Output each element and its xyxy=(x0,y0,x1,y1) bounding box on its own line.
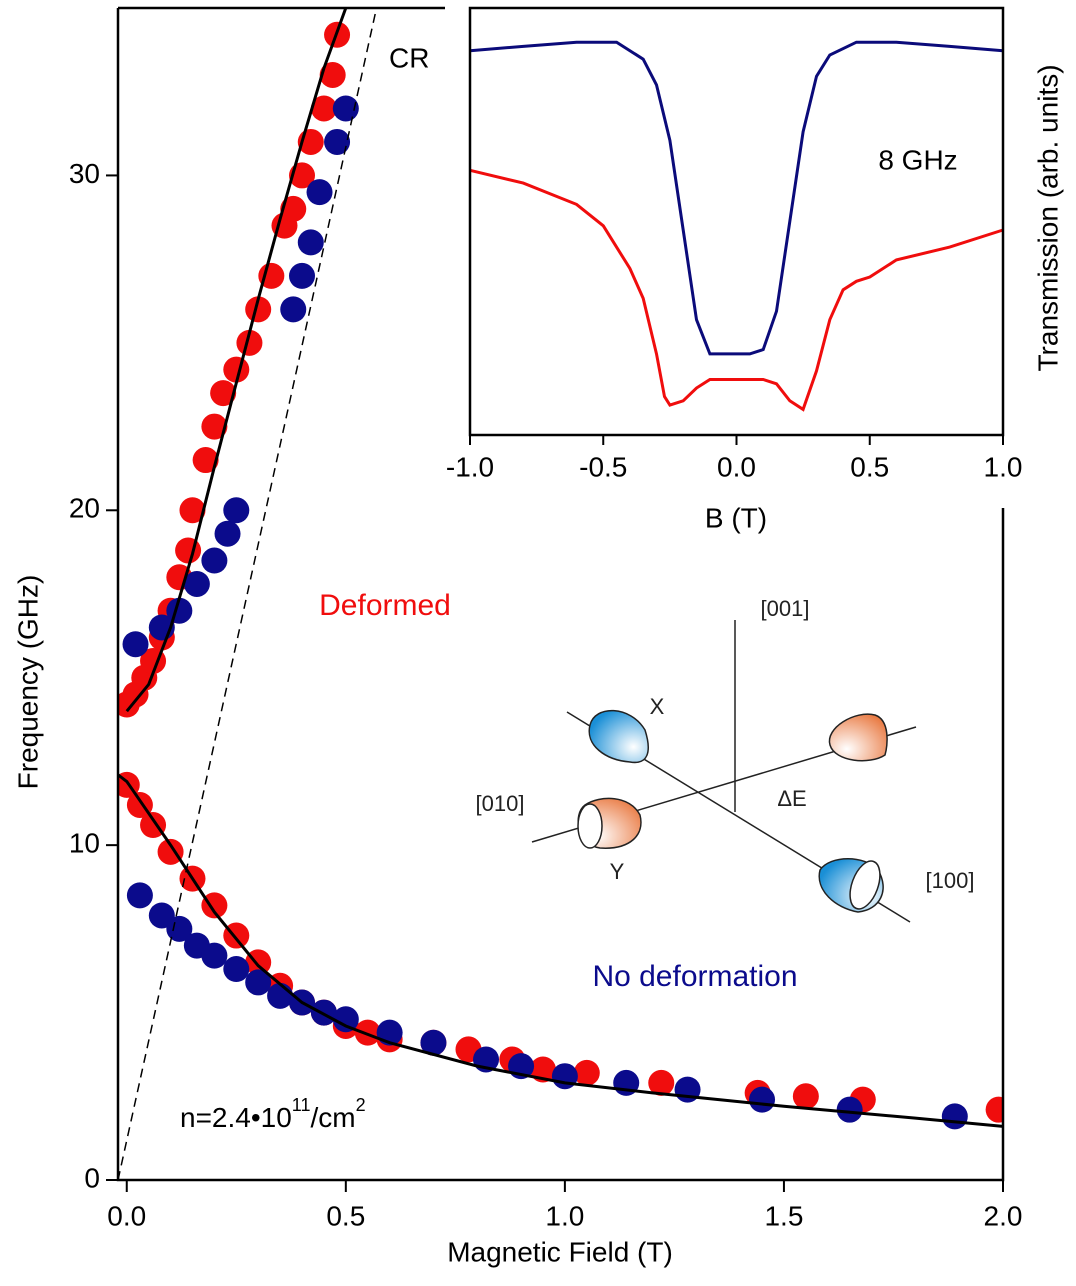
x-tick-label: 0.5 xyxy=(326,1200,365,1231)
series-label: No deformation xyxy=(592,960,797,993)
data-point xyxy=(126,882,153,909)
data-point xyxy=(175,537,202,564)
data-point xyxy=(192,447,219,474)
data-point xyxy=(214,520,241,547)
x-tick-label: 1.0 xyxy=(545,1200,584,1231)
cr-line xyxy=(118,8,378,1180)
data-point xyxy=(280,195,307,222)
plot-area xyxy=(118,8,1003,1180)
data-point xyxy=(223,497,250,524)
data-point xyxy=(310,95,337,122)
data-point xyxy=(332,95,359,122)
data-point xyxy=(324,128,351,155)
data-point xyxy=(245,296,272,323)
x-tick-label: 0.0 xyxy=(107,1200,146,1231)
data-point xyxy=(201,892,228,919)
series-label: Deformed xyxy=(319,589,451,622)
valley-x-left xyxy=(588,709,649,764)
diagram-label: Y xyxy=(610,859,625,884)
x-tick-label: 2.0 xyxy=(984,1200,1023,1231)
data-point xyxy=(420,1029,447,1056)
data-point xyxy=(306,179,333,206)
data-point xyxy=(332,1006,359,1033)
data-point xyxy=(941,1103,968,1130)
transmission-curve xyxy=(469,168,1004,412)
valley-x-bottom-face xyxy=(849,860,881,910)
data-point xyxy=(267,982,294,1009)
data-point xyxy=(236,329,263,356)
data-point xyxy=(280,296,307,323)
inset-annotation: 8 GHz xyxy=(878,144,957,175)
valley-x-right xyxy=(828,713,888,762)
y-tick-label: 10 xyxy=(69,828,100,859)
y-tick-label: 0 xyxy=(84,1162,100,1193)
density-base: n=2.4•10 xyxy=(180,1102,292,1133)
valley-y-face xyxy=(577,803,603,849)
data-point xyxy=(179,497,206,524)
transmission-curve xyxy=(469,40,1004,356)
data-point xyxy=(201,413,228,440)
fit-curve xyxy=(118,773,1003,1128)
data-point xyxy=(245,969,272,996)
y-axis-title: Frequency (GHz) xyxy=(12,575,43,790)
diagram-label: X xyxy=(650,694,665,719)
diagram-label: ΔE xyxy=(777,786,806,811)
data-point xyxy=(148,902,175,929)
y-tick-label: 30 xyxy=(69,158,100,189)
data-point xyxy=(836,1096,863,1123)
y-tick-label: 20 xyxy=(69,493,100,524)
density-label: n=2.4•1011/cm2 xyxy=(180,1095,366,1134)
data-point xyxy=(122,631,149,658)
data-point xyxy=(573,1059,600,1086)
cr-label: CR xyxy=(389,42,429,73)
density-unit-exponent: 2 xyxy=(356,1095,366,1115)
inset-background xyxy=(445,0,1076,508)
data-point xyxy=(183,570,210,597)
x-tick-label: 0.0 xyxy=(717,451,756,482)
x-tick-label: 1.0 xyxy=(984,451,1023,482)
x-tick-label: 0.5 xyxy=(850,451,889,482)
data-point xyxy=(157,838,184,865)
fit-curve xyxy=(125,8,348,713)
data-point xyxy=(792,1083,819,1110)
data-point xyxy=(749,1086,776,1113)
data-point xyxy=(223,956,250,983)
data-point xyxy=(201,547,228,574)
data-point xyxy=(297,229,324,256)
data-point xyxy=(648,1069,675,1096)
y-axis-title: Transmission (arb. units) xyxy=(1032,64,1063,371)
data-point xyxy=(210,380,237,407)
x-axis-title: Magnetic Field (T) xyxy=(447,1236,673,1267)
diagram-label: [010] xyxy=(476,791,525,816)
data-point xyxy=(289,262,316,289)
data-point xyxy=(319,61,346,88)
density-unit: /cm xyxy=(310,1102,355,1133)
density-exponent: 11 xyxy=(292,1095,311,1115)
x-tick-label: 1.5 xyxy=(764,1200,803,1231)
data-point xyxy=(354,1019,381,1046)
x-tick-label: -0.5 xyxy=(579,451,627,482)
valley-diagram xyxy=(531,620,917,923)
data-point xyxy=(201,942,228,969)
diagram-label: [001] xyxy=(761,596,810,621)
data-point xyxy=(166,915,193,942)
diagram-label: [100] xyxy=(926,868,975,893)
x-axis-title: B (T) xyxy=(705,502,767,533)
x-tick-label: -1.0 xyxy=(446,451,494,482)
inset-chart: -1.0 -0.5 0.0 0.5 1.0 B (T) Transmission (arb.… xyxy=(446,6,1063,533)
data-point xyxy=(985,1096,1003,1123)
